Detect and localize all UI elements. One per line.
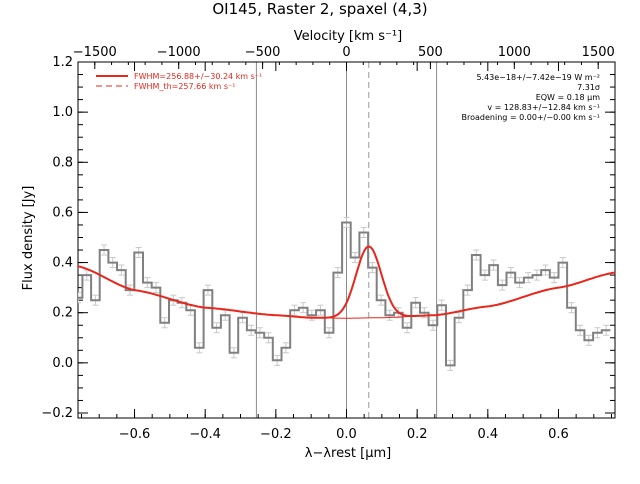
top-axis-label: Velocity [km s⁻¹] xyxy=(294,29,402,44)
x-tick-label: 0.0 xyxy=(336,427,357,442)
legend-label-1: FWHM_th=257.66 km s⁻¹ xyxy=(134,82,235,91)
top-tick-label: 1500 xyxy=(582,45,615,60)
x-axis-label: λ−λrest [μm] xyxy=(305,446,391,461)
y-tick-label: 0.2 xyxy=(52,306,73,321)
baseline-line xyxy=(77,265,616,319)
annotation-1: 7.31σ xyxy=(577,83,600,92)
top-tick-label: 500 xyxy=(418,45,443,60)
legend: FWHM=256.88+/−30.24 km s⁻¹FWHM_th=257.66… xyxy=(96,72,262,91)
top-tick-label: −1500 xyxy=(73,45,117,60)
top-tick-label: −500 xyxy=(245,45,281,60)
top-tick-label: −1000 xyxy=(157,45,201,60)
y-axis-label: Flux density [Jy] xyxy=(21,186,36,291)
y-tick-label: 0.4 xyxy=(52,256,73,271)
axes: −0.6 −0.4 −0.2 0.0 0.2 0.4 0.6 −1500 −1000 −500 0 5… xyxy=(41,45,616,442)
top-tick-label: 0 xyxy=(342,45,350,60)
y-tick-label: −0.2 xyxy=(41,406,73,421)
annotation-4: Broadening = 0.00+/−0.00 km s⁻¹ xyxy=(462,113,600,122)
x-tick-label: 0.6 xyxy=(548,427,569,442)
y-tick-label: 1.0 xyxy=(52,105,73,120)
x-tick-label: −0.2 xyxy=(260,427,292,442)
annotation-2: EQW = 0.18 μm xyxy=(536,93,600,102)
annotation-3: v = 128.83+/−12.84 km s⁻¹ xyxy=(487,103,600,112)
spectrum-line xyxy=(78,221,611,367)
annotation-0: 5.43e−18+/−7.42e−19 W m⁻² xyxy=(476,73,600,82)
data-layer xyxy=(77,216,616,371)
y-tick-label: 1.2 xyxy=(52,55,73,70)
chart-title: OI145, Raster 2, spaxel (4,3) xyxy=(212,0,427,18)
spectrum-series xyxy=(78,216,611,371)
y-tick-label: 0.0 xyxy=(52,356,73,371)
top-tick-label: 1000 xyxy=(498,45,531,60)
legend-label-0: FWHM=256.88+/−30.24 km s⁻¹ xyxy=(134,72,262,81)
x-tick-label: 0.4 xyxy=(477,427,498,442)
x-tick-label: −0.4 xyxy=(189,427,221,442)
x-tick-label: −0.6 xyxy=(119,427,151,442)
x-tick-label: 0.2 xyxy=(407,427,428,442)
y-tick-label: 0.6 xyxy=(52,205,73,220)
vertical-lines xyxy=(255,62,438,418)
y-tick-label: 0.8 xyxy=(52,155,73,170)
